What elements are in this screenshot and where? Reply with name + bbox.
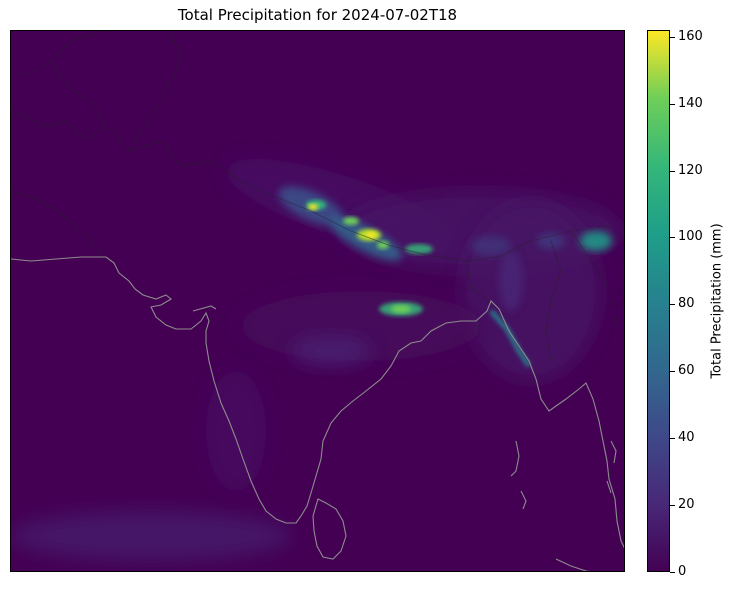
colorbar-tick	[670, 237, 675, 238]
colorbar-tick-label: 60	[678, 363, 695, 378]
colorbar-tick-label: 0	[678, 564, 687, 579]
precipitation-field	[11, 159, 621, 561]
colorbar-tick	[670, 438, 675, 439]
colorbar-tick	[670, 171, 675, 172]
colorbar-tick-label: 140	[678, 96, 703, 111]
coastlines	[11, 256, 624, 571]
colorbar-tick-label: 40	[678, 430, 695, 445]
map-canvas	[11, 31, 624, 571]
colorbar-tick-label: 160	[678, 29, 703, 44]
colorbar-tick-label: 100	[678, 229, 703, 244]
colorbar-label: Total Precipitation (mm)	[709, 223, 725, 379]
colorbar-tick-label: 20	[678, 497, 695, 512]
country-borders	[11, 31, 617, 362]
precipitation-map	[10, 30, 625, 572]
colorbar-tick	[670, 104, 675, 105]
colorbar-tick-label: 80	[678, 296, 695, 311]
colorbar-tick-label: 120	[678, 163, 703, 178]
colorbar	[647, 30, 670, 572]
colorbar-tick	[670, 572, 675, 573]
colorbar-tick	[670, 37, 675, 38]
colorbar-tick	[670, 505, 675, 506]
colorbar-tick	[670, 304, 675, 305]
colorbar-tick	[670, 371, 675, 372]
map-title: Total Precipitation for 2024-07-02T18	[177, 6, 458, 24]
